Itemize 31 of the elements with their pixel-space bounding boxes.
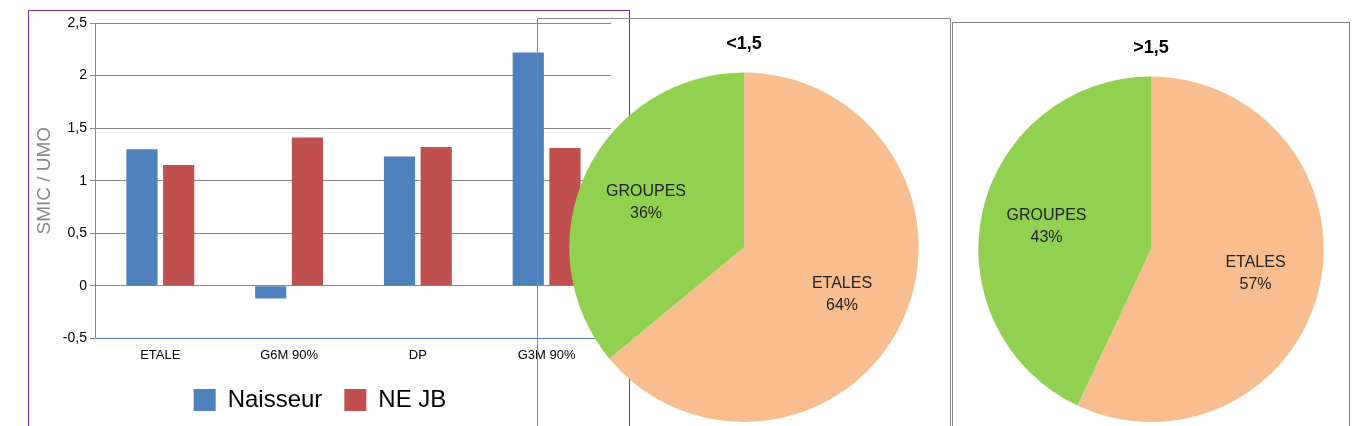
- y-tick-label: 1,5: [67, 118, 88, 135]
- slice-label: GROUPES: [1006, 206, 1087, 224]
- bar: [126, 149, 158, 286]
- slice-label: GROUPES: [605, 181, 686, 199]
- slice-label: ETALES: [1225, 253, 1286, 271]
- x-tick-label: G6M 90%: [260, 346, 319, 362]
- slice-label: ETALES: [811, 273, 873, 291]
- legend-label: Naisseur: [227, 384, 323, 412]
- y-tick-label: 0,5: [67, 224, 88, 241]
- y-tick-label: 1: [79, 171, 88, 188]
- bar: [163, 164, 195, 286]
- bar: [512, 52, 544, 286]
- data-label: 57%: [1239, 275, 1272, 293]
- chart-title: <1,5: [726, 32, 762, 53]
- bar: [383, 156, 416, 286]
- data-label: 64%: [825, 295, 859, 313]
- legend-label: NE JB: [378, 384, 447, 412]
- x-tick-label: DP: [408, 346, 427, 362]
- data-label: 36%: [629, 203, 663, 221]
- data-label: 43%: [1030, 228, 1063, 246]
- y-axis-title: SMIC / UMO: [32, 126, 54, 235]
- y-tick-label: -0,5: [62, 329, 88, 346]
- bar: [291, 137, 324, 286]
- y-tick-label: 2,5: [67, 13, 88, 30]
- x-tick-label: G3M 90%: [517, 346, 576, 362]
- y-tick-label: 0: [79, 276, 88, 293]
- chart-title: >1,5: [1133, 36, 1169, 57]
- bar: [255, 286, 287, 299]
- bar: [420, 147, 452, 286]
- x-tick-label: ETALE: [140, 346, 181, 362]
- y-tick-label: 2: [79, 66, 88, 83]
